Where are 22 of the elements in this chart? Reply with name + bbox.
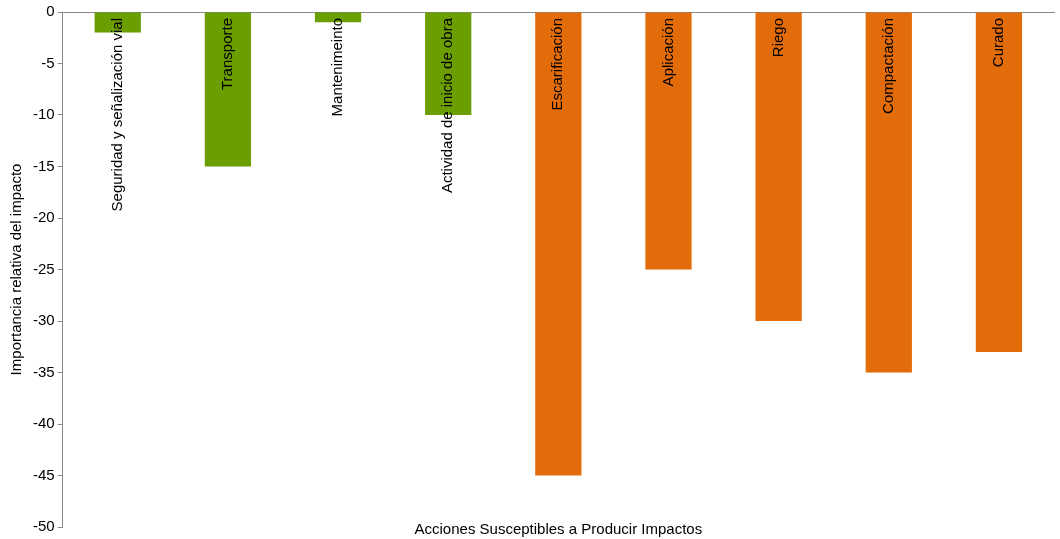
x-tick-label: Compactación [878,18,896,114]
y-tick-label: -35 [32,362,55,380]
y-tick-label: -40 [32,414,55,432]
y-tick-label: -10 [32,105,55,123]
y-axis-title: Importancia relativa del impacto [7,163,25,376]
x-tick-label: Transporte [218,18,236,90]
x-tick-label: Actividad de inicio de obra [438,17,456,194]
x-tick-label: Seguridad y señalización vial [107,18,125,212]
y-tick-label: -25 [32,259,55,277]
x-tick-label: Mantenimeinto [328,18,346,117]
x-tick-label: Aplicación [658,18,676,87]
y-tick-label: -45 [32,465,55,483]
y-tick-label: -5 [41,53,55,71]
x-tick-label: Curado [989,18,1007,68]
y-tick-label: 0 [46,2,55,20]
y-tick-label: -30 [32,311,55,329]
x-tick-label: Riego [768,18,786,58]
y-tick-label: -15 [32,156,55,174]
x-axis-title: Acciones Susceptibles a Producir Impactos [414,519,703,537]
y-tick-label: -50 [32,517,55,535]
y-tick-label: -20 [32,208,55,226]
x-tick-label: Escarificación [548,18,566,111]
